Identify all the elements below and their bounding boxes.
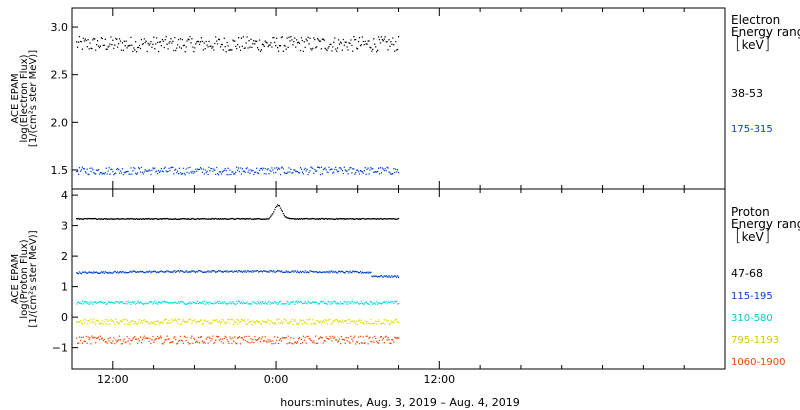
- electron-legend: Electron Energy ranges [keV] 38-53 175-3…: [731, 14, 800, 184]
- y-tick-label: 3: [61, 220, 68, 233]
- y-axis-label-line: log(Electron Flux): [19, 54, 30, 142]
- series-175-315: [76, 166, 400, 176]
- legend-title-line-1: Electron: [731, 14, 781, 27]
- y-tick-label: 0: [61, 311, 68, 324]
- plot-frame: [71, 188, 726, 370]
- y-tick-label: 2.5: [51, 69, 69, 82]
- legend-title-line-2: Energy ranges: [731, 217, 800, 231]
- y-tick-label: 2: [61, 250, 68, 263]
- legend-title-line-1: Proton: [731, 206, 770, 219]
- y-tick-label: 3.0: [51, 21, 69, 34]
- legend-series-115-195: 115-195: [731, 291, 773, 302]
- series-115-195: [76, 269, 400, 278]
- proton-flux-panel: −1 0 1 2 3 4 ACE EPAMlog(Proton Flux)[1/(cm²s …: [10, 188, 726, 370]
- legend-series-795-1193: 795-1193: [731, 335, 780, 346]
- y-tick-label: 1.5: [51, 164, 69, 177]
- y-tick-label: 4: [61, 189, 68, 202]
- series-points: [76, 335, 400, 345]
- y-axis-label-line: [1/(cm²s ster MeV)]: [28, 50, 39, 147]
- y-tick-label: 1: [61, 281, 68, 294]
- legend-unit: keV: [741, 230, 764, 244]
- x-tick-label: 12:00: [423, 373, 455, 386]
- y-tick-label: 2.0: [51, 116, 69, 129]
- legend-series-310-580: 310-580: [731, 313, 773, 324]
- y-axis-label-line: log(Proton Flux): [19, 239, 30, 318]
- series-38-53: [76, 35, 400, 53]
- series-points: [76, 166, 400, 176]
- series-points: [76, 269, 400, 278]
- series-47-68: [76, 204, 400, 221]
- series-points: [76, 300, 400, 305]
- series-points: [76, 35, 400, 53]
- x-tick-label: 0:00: [264, 373, 289, 386]
- x-tick-label: 12:00: [97, 373, 129, 386]
- plot-frame: [71, 7, 726, 190]
- x-axis-label: hours:minutes, Aug. 3, 2019 – Aug. 4, 20…: [280, 396, 520, 409]
- legend-series-1060-1900: 1060-1900: [731, 357, 786, 368]
- y-axis-label-line: ACE EPAM: [10, 254, 21, 304]
- y-tick-label: −1: [52, 342, 68, 355]
- legend-series-175-315: 175-315: [731, 124, 773, 135]
- proton-legend: Proton Energy ranges [keV] 47-68 115-195…: [731, 206, 800, 372]
- legend-unit: keV: [741, 38, 764, 52]
- series-310-580: [76, 300, 400, 305]
- legend-series-38-53: 38-53: [731, 87, 763, 100]
- y-axis-label: ACE EPAMlog(Proton Flux)[1/(cm²s ster Me…: [10, 230, 39, 327]
- series-points: [76, 318, 400, 326]
- y-axis-label-line: ACE EPAM: [10, 73, 21, 123]
- electron-flux-panel: 1.5 2.0 2.5 3.0 ACE EPAMlog(Electron Flux)[1…: [10, 7, 726, 190]
- series-points: [76, 204, 400, 221]
- legend-series-47-68: 47-68: [731, 267, 763, 280]
- legend-title-line-2: Energy ranges: [731, 25, 800, 39]
- y-axis-label: ACE EPAMlog(Electron Flux)[1/(cm²s ster …: [10, 50, 39, 147]
- series-1060-1900: [76, 335, 400, 345]
- y-axis-label-line: [1/(cm²s ster MeV)]: [28, 230, 39, 327]
- series-795-1193: [76, 318, 400, 326]
